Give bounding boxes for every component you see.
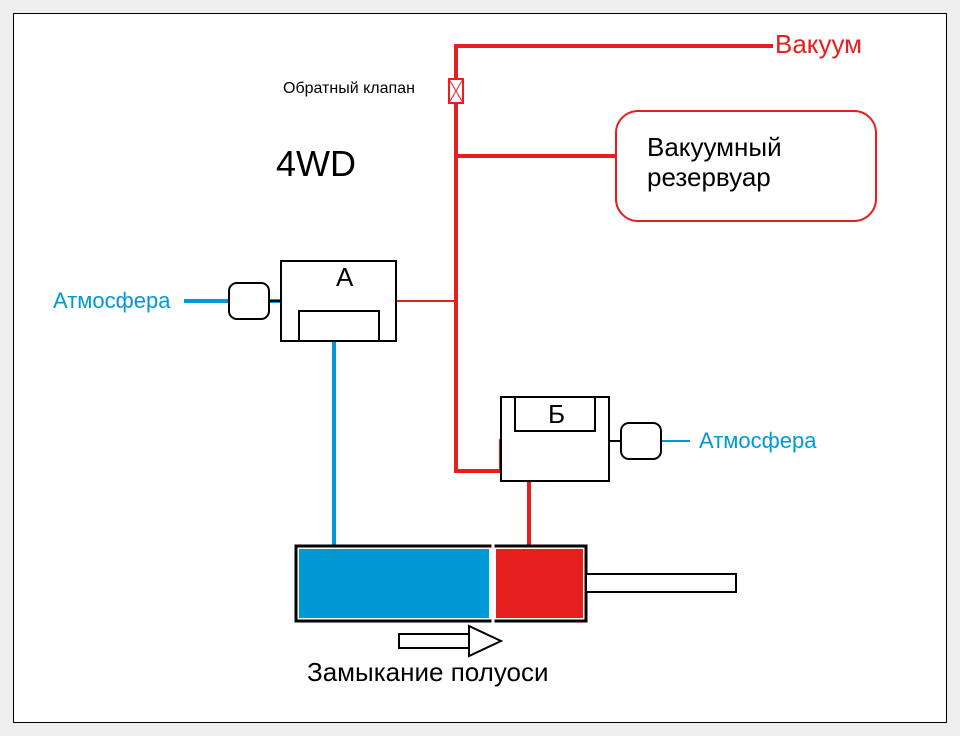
diagram-canvas: Вакуум Обратный клапан 4WD Вакуумныйрезерву… bbox=[0, 0, 960, 736]
valve-a-cap bbox=[229, 283, 269, 319]
direction-arrow-shaft bbox=[399, 634, 469, 648]
direction-arrow-head bbox=[469, 626, 501, 656]
label-check-valve: Обратный клапан bbox=[283, 80, 415, 97]
label-mode: 4WD bbox=[276, 143, 356, 184]
valve-a-inner bbox=[299, 311, 379, 341]
actuator-chamber-atmosphere bbox=[299, 549, 489, 618]
actuator-chamber-vacuum bbox=[496, 549, 583, 618]
label-caption: Замыкание полуоси bbox=[307, 657, 549, 687]
label-atmosphere-left: Атмосфера bbox=[53, 288, 171, 313]
diagram-page: Вакуум Обратный клапан 4WD Вакуумныйрезерву… bbox=[13, 13, 947, 723]
label-valve-b: Б bbox=[548, 399, 565, 429]
label-atmosphere-right: Атмосфера bbox=[699, 428, 817, 453]
label-reservoir-line1: Вакуумный bbox=[647, 132, 782, 162]
diagram-svg: Вакуум Обратный клапан 4WD Вакуумныйрезерву… bbox=[14, 14, 948, 724]
label-reservoir-line2: резервуар bbox=[647, 162, 771, 192]
actuator-rod bbox=[586, 574, 736, 592]
label-vacuum: Вакуум bbox=[775, 29, 862, 59]
valve-b-cap bbox=[621, 423, 661, 459]
label-valve-a: А bbox=[336, 262, 354, 292]
